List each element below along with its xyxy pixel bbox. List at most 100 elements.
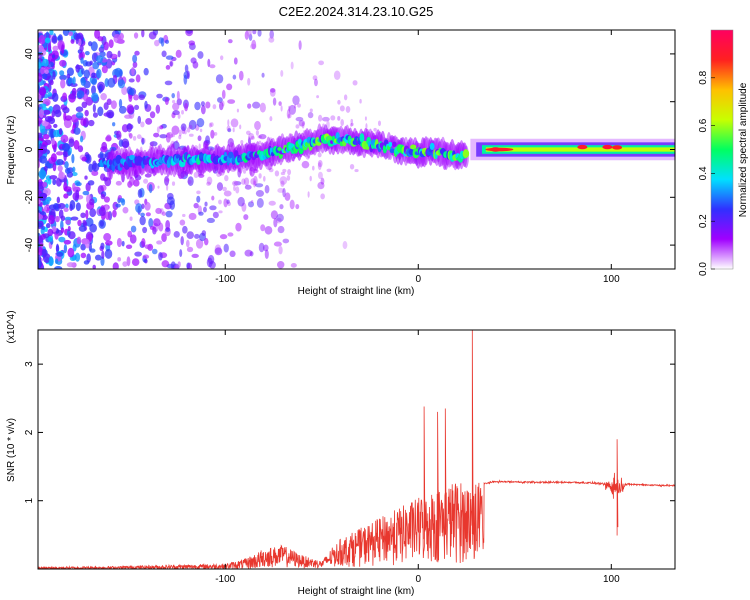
spectrogram-noise-blob: [122, 261, 128, 267]
spectrogram-noise-blob: [204, 201, 208, 207]
spectrogram-noise-blob: [75, 189, 80, 199]
spectrogram-xtick-label: 0: [415, 274, 421, 285]
spectrogram-noise-blob: [280, 70, 284, 77]
spectrogram-noise-blob: [221, 100, 225, 107]
spectrogram-noise-blob: [188, 124, 193, 130]
spectrogram-noise-blob: [295, 203, 300, 210]
spectrogram-noise-blob: [287, 113, 292, 119]
spectrogram-noise-blob: [274, 170, 280, 177]
spectrogram-noise-blob: [277, 225, 285, 234]
spectrogram-noise-blob: [277, 187, 285, 193]
spectrogram-noise-blob: [227, 128, 232, 133]
spectrogram-noise-blob: [149, 225, 155, 230]
spectrogram-noise-blob: [100, 242, 105, 250]
spectrogram-noise-blob: [226, 83, 233, 91]
spectrogram-noise-blob: [263, 175, 266, 182]
spectrogram-noise-blob: [144, 244, 152, 250]
spectrogram-noise-blob: [145, 118, 153, 125]
spectrogram-noise-blob: [58, 236, 66, 243]
spectrogram-noise-blob: [201, 230, 207, 237]
spectrogram-noise-blob: [182, 213, 186, 218]
spectrogram-noise-blob: [141, 30, 145, 38]
spectrogram-noise-blob: [51, 226, 57, 233]
spectrogram-noise-blob: [177, 261, 181, 268]
spectrogram-noise-blob: [203, 206, 207, 213]
spectrogram-noise-blob: [103, 41, 109, 51]
spectrogram-noise-blob: [81, 101, 88, 109]
spectrogram-ytick-label: -20: [24, 190, 35, 205]
spectrogram-noise-blob: [73, 140, 80, 150]
spectrogram-noise-blob: [91, 92, 99, 102]
spectrogram-noise-blob: [106, 50, 113, 59]
spectrogram-noise-blob: [135, 74, 141, 83]
spectrogram-noise-blob: [60, 227, 65, 234]
spectrogram-noise-blob: [139, 146, 143, 153]
spectrogram-noise-blob: [206, 181, 211, 186]
spectrogram-ridge-blob: [462, 149, 470, 158]
spectrogram-noise-blob: [290, 263, 297, 268]
spectrogram-noise-blob: [116, 237, 122, 248]
spectrogram-noise-blob: [171, 181, 176, 186]
spectrogram-noise-blob: [38, 160, 41, 169]
spectrogram-noise-blob: [273, 241, 282, 247]
spectrogram-noise-blob: [140, 212, 145, 217]
spectrogram-noise-blob: [62, 92, 67, 100]
spectrogram-noise-blob: [236, 108, 239, 113]
spectrogram-noise-blob: [238, 70, 244, 81]
spectrogram-noise-blob: [58, 171, 66, 180]
spectrogram-noise-blob: [75, 112, 84, 119]
spectrogram-noise-blob: [156, 126, 160, 134]
spectrogram-noise-blob: [84, 109, 89, 117]
spectrogram-noise-blob: [42, 58, 49, 67]
spectrogram-noise-blob: [98, 207, 107, 217]
spectrogram-noise-blob: [54, 266, 63, 269]
spectrogram-noise-blob: [72, 182, 76, 192]
spectrogram-noise-blob: [84, 175, 88, 180]
spectrogram-noise-blob: [39, 87, 47, 96]
spectrogram-noise-blob: [190, 57, 197, 64]
spectrogram-noise-blob: [77, 219, 82, 227]
spectrogram-noise-blob: [38, 148, 43, 158]
spectrogram-noise-blob: [53, 129, 60, 138]
colorbar-tick-label: 0.0: [698, 262, 709, 276]
spectrogram-noise-blob: [128, 133, 133, 139]
spectrogram-noise-blob: [71, 172, 78, 177]
spectrogram-noise-blob: [132, 61, 138, 68]
spectrogram-noise-blob: [255, 129, 259, 136]
spectrogram-noise-blob: [49, 79, 54, 86]
spectrogram-noise-blob: [38, 169, 47, 179]
spectrogram-ytick-label: 0: [24, 146, 35, 152]
spectrogram-noise-blob: [174, 264, 179, 269]
spectrogram-noise-blob: [79, 135, 84, 143]
spectrogram-noise-blob: [247, 201, 255, 208]
spectrogram-noise-blob: [290, 61, 294, 70]
spectrogram-noise-blob: [270, 210, 278, 220]
spectrogram-noise-blob: [280, 171, 286, 176]
spectrogram-noise-blob: [67, 247, 75, 258]
spectrogram-noise-blob: [54, 258, 59, 265]
spectrogram-noise-blob: [218, 210, 223, 214]
spectrogram-noise-blob: [55, 243, 60, 254]
spectrogram-noise-blob: [161, 260, 170, 268]
spectrogram-noise-blob: [72, 76, 76, 85]
spectrogram-noise-blob: [91, 170, 99, 177]
spectrogram-noise-blob: [141, 203, 145, 210]
spectrogram-noise-blob: [45, 31, 50, 39]
spectrogram-axes: -100 0 100 -40 -20 0 20 40: [24, 30, 675, 285]
snr-series-line: [38, 330, 675, 569]
spectrogram-noise-blob: [149, 111, 156, 119]
spectrogram-noise-blob: [56, 196, 61, 204]
spectrogram-noise-blob: [121, 86, 128, 96]
spectrogram-noise-blob: [150, 141, 154, 147]
spectrogram-noise-blob: [186, 70, 190, 80]
spectrogram-noise-blob: [184, 102, 188, 112]
spectrogram-ytick-label: -40: [24, 237, 35, 252]
spectrogram-noise-blob: [326, 168, 332, 173]
spectrogram-noise-blob: [56, 251, 64, 257]
spectrogram-noise-blob: [70, 216, 79, 221]
spectrogram-noise-blob: [87, 180, 95, 186]
spectrogram-noise-blob: [80, 212, 86, 219]
spectrogram-noise-blob: [108, 39, 114, 49]
spectrogram-noise-blob: [134, 251, 142, 257]
